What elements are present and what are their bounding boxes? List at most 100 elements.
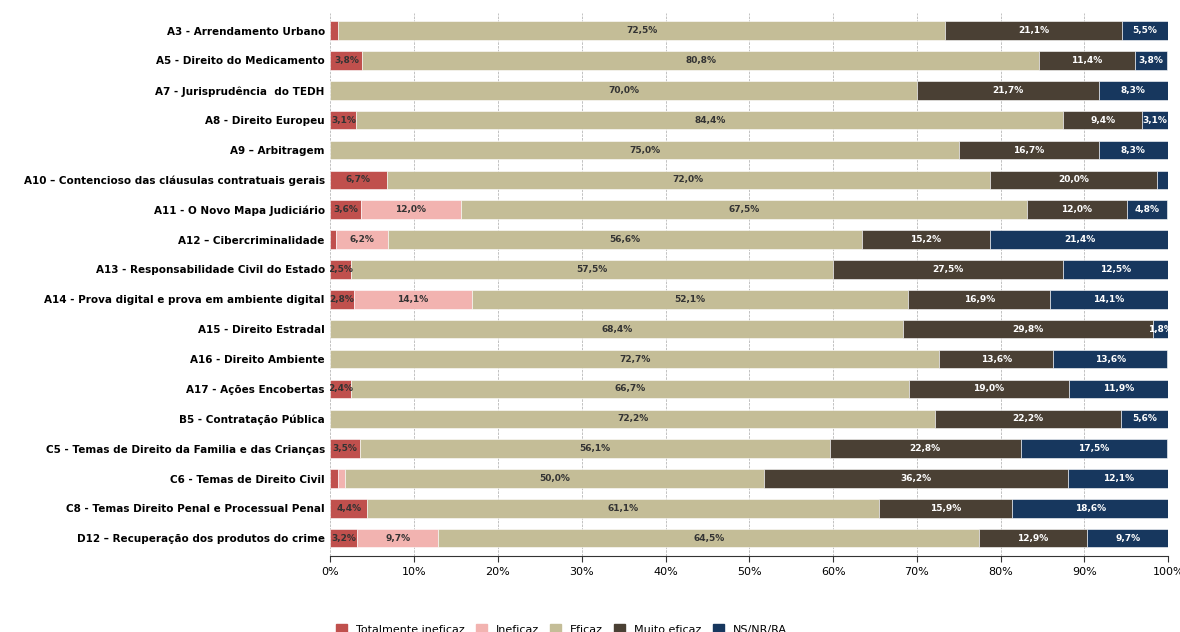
Text: 9,7%: 9,7% (386, 534, 411, 543)
Bar (330, 410, 936, 428)
Text: 61,1%: 61,1% (608, 504, 638, 513)
Bar (1063, 260, 1168, 279)
Text: 84,4%: 84,4% (694, 116, 726, 125)
Bar (909, 290, 1050, 308)
Text: 57,5%: 57,5% (577, 265, 608, 274)
Bar (990, 171, 1158, 189)
Bar (917, 81, 1099, 100)
Bar (360, 439, 830, 458)
Text: 68,4%: 68,4% (602, 325, 632, 334)
Bar (461, 200, 1027, 219)
Text: 18,6%: 18,6% (1075, 504, 1106, 513)
Text: 16,7%: 16,7% (1014, 145, 1044, 154)
Text: 12,5%: 12,5% (1100, 265, 1132, 274)
Bar (330, 21, 337, 40)
Bar (904, 320, 1153, 339)
Bar (330, 230, 336, 249)
Text: 6,2%: 6,2% (349, 235, 375, 244)
Bar (330, 469, 337, 488)
Bar (330, 290, 354, 308)
Bar (1099, 81, 1168, 100)
Text: 1,8%: 1,8% (1148, 325, 1173, 334)
Bar (1099, 141, 1168, 159)
Text: 8,3%: 8,3% (1121, 145, 1146, 154)
Bar (979, 529, 1087, 547)
Bar (765, 469, 1068, 488)
Bar (1021, 439, 1167, 458)
Text: 56,6%: 56,6% (610, 235, 641, 244)
Bar (330, 499, 367, 518)
Text: 72,2%: 72,2% (617, 415, 649, 423)
Bar (352, 260, 833, 279)
Bar (387, 171, 990, 189)
Bar (863, 230, 990, 249)
Bar (1063, 111, 1142, 130)
Text: 67,5%: 67,5% (728, 205, 760, 214)
Bar (936, 410, 1121, 428)
Bar (1127, 200, 1167, 219)
Bar (330, 320, 904, 339)
Text: 72,5%: 72,5% (627, 26, 657, 35)
Bar (990, 230, 1169, 249)
Text: 15,9%: 15,9% (930, 504, 962, 513)
Text: 17,5%: 17,5% (1079, 444, 1109, 453)
Text: 3,1%: 3,1% (1142, 116, 1168, 125)
Text: 3,1%: 3,1% (330, 116, 356, 125)
Bar (945, 21, 1122, 40)
Bar (330, 200, 361, 219)
Bar (330, 260, 352, 279)
Text: 75,0%: 75,0% (629, 145, 660, 154)
Text: 6,7%: 6,7% (346, 175, 371, 185)
Bar (1027, 200, 1127, 219)
Bar (330, 439, 360, 458)
Text: 20,0%: 20,0% (1058, 175, 1089, 185)
Bar (330, 141, 958, 159)
Bar (1122, 21, 1168, 40)
Text: 21,7%: 21,7% (992, 86, 1023, 95)
Bar (337, 469, 346, 488)
Text: 12,9%: 12,9% (1017, 534, 1049, 543)
Text: 3,5%: 3,5% (333, 444, 358, 453)
Text: 16,9%: 16,9% (964, 295, 995, 304)
Text: 12,1%: 12,1% (1103, 474, 1134, 483)
Text: 19,0%: 19,0% (974, 384, 1004, 394)
Bar (330, 111, 356, 130)
Bar (879, 499, 1012, 518)
Bar (1012, 499, 1168, 518)
Text: 11,9%: 11,9% (1103, 384, 1134, 394)
Bar (361, 200, 461, 219)
Text: 2,4%: 2,4% (328, 384, 353, 394)
Text: 13,6%: 13,6% (1095, 355, 1126, 363)
Bar (1050, 290, 1168, 308)
Text: 72,0%: 72,0% (673, 175, 703, 185)
Text: 8,3%: 8,3% (1121, 86, 1146, 95)
Bar (1135, 51, 1167, 70)
Bar (1158, 171, 1168, 189)
Bar (330, 171, 387, 189)
Bar (354, 290, 472, 308)
Text: 3,2%: 3,2% (332, 534, 356, 543)
Text: 22,2%: 22,2% (1012, 415, 1044, 423)
Text: 3,8%: 3,8% (1139, 56, 1163, 65)
Bar (388, 230, 863, 249)
Text: 50,0%: 50,0% (539, 474, 570, 483)
Text: 52,1%: 52,1% (675, 295, 706, 304)
Bar (356, 111, 1063, 130)
Text: 15,2%: 15,2% (911, 235, 942, 244)
Bar (1121, 410, 1168, 428)
Bar (958, 141, 1099, 159)
Text: 13,6%: 13,6% (981, 355, 1012, 363)
Bar (358, 529, 439, 547)
Text: 9,4%: 9,4% (1090, 116, 1115, 125)
Text: 80,8%: 80,8% (686, 56, 716, 65)
Bar (833, 260, 1063, 279)
Text: 56,1%: 56,1% (579, 444, 610, 453)
Text: 70,0%: 70,0% (608, 86, 640, 95)
Bar (337, 21, 945, 40)
Text: 3,6%: 3,6% (333, 205, 358, 214)
Text: 64,5%: 64,5% (693, 534, 725, 543)
Bar (1087, 529, 1168, 547)
Bar (472, 290, 909, 308)
Text: 12,0%: 12,0% (1061, 205, 1093, 214)
Text: 21,4%: 21,4% (1063, 235, 1095, 244)
